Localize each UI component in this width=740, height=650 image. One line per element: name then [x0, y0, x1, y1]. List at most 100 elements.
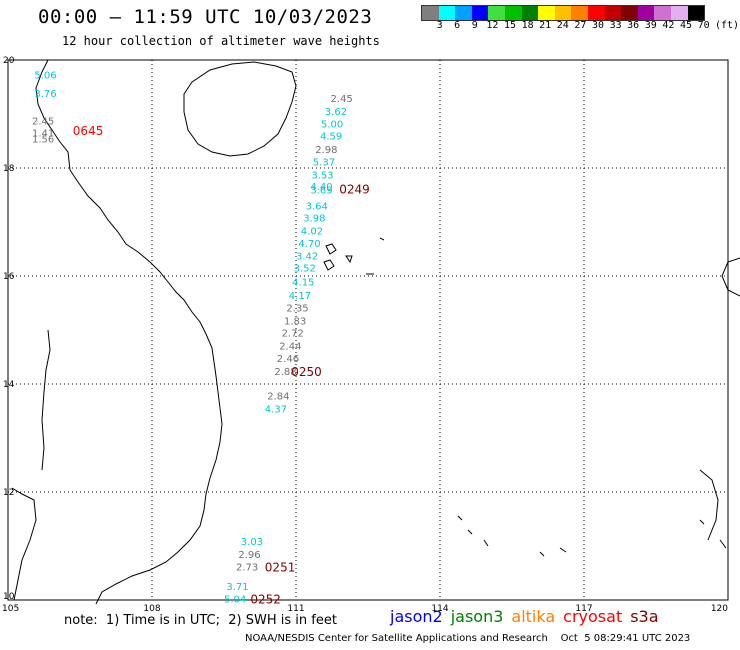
wave-height-label: 3.52 [294, 263, 316, 274]
wave-height-label: 5.00 [321, 120, 343, 131]
color-swatch [687, 6, 705, 20]
wave-height-label: 2.84 [267, 391, 289, 402]
color-swatch [554, 6, 572, 20]
color-scale-label: 12 [486, 20, 499, 31]
wave-height-label: 4.70 [298, 239, 320, 250]
color-swatch [604, 6, 622, 20]
color-scale-label: 33 [609, 20, 622, 31]
mainland-coastline [35, 59, 223, 605]
page-subtitle: 12 hour collection of altimeter wave hei… [62, 34, 380, 48]
satellite-name: altika [511, 607, 556, 626]
satellite-name: cryosat [563, 607, 623, 626]
lon-tick-label: 108 [143, 604, 160, 614]
color-scale-label: 39 [644, 20, 657, 31]
lon-tick-label: 105 [2, 604, 19, 614]
gulf-coastline [11, 487, 37, 601]
wave-height-labels: 5.063.762.451.411.562.453.625.004.592.98… [32, 71, 353, 606]
satellite-name: s3a [630, 607, 659, 626]
color-scale-label: 24 [556, 20, 569, 31]
lat-tick-label: 20 [3, 56, 15, 66]
coastline [11, 59, 740, 605]
satellite-legend: jason2 jason3 altika cryosat s3a [390, 607, 667, 626]
wave-height-label: 3.03 [241, 537, 263, 548]
color-scale-label: 42 [662, 20, 675, 31]
color-swatch [488, 6, 505, 20]
wave-height-label: 4.15 [292, 277, 314, 288]
wave-height-label: 5.37 [313, 158, 335, 169]
wave-height-label: 2.35 [286, 303, 308, 314]
color-swatch [471, 6, 489, 20]
lat-tick-label: 16 [3, 272, 15, 282]
color-swatch [587, 6, 605, 20]
wave-height-label: 3.42 [296, 251, 318, 262]
lat-tick-label: 14 [3, 380, 15, 390]
color-swatch [654, 6, 671, 20]
lon-tick-label: 111 [287, 604, 304, 614]
pass-time-label: 0645 [73, 124, 104, 138]
wave-height-label: 4.17 [289, 291, 311, 302]
spratly-islands [457, 515, 727, 557]
color-swatch [670, 6, 688, 20]
palawan-coast [699, 469, 719, 541]
lon-tick-label: 114 [431, 604, 448, 614]
color-swatch [571, 6, 588, 20]
map-frame [7, 59, 729, 601]
color-scale-label: 9 [471, 20, 478, 31]
color-swatch [521, 6, 539, 20]
wave-height-label: 2.45 [32, 116, 54, 127]
lat-tick-label: 12 [3, 488, 14, 498]
wave-height-label: 3.71 [226, 582, 248, 593]
hainan-island [183, 61, 297, 157]
lat-lon-grid [7, 59, 729, 601]
wave-height-label: 3.62 [325, 107, 347, 118]
color-scale-bar [421, 5, 706, 21]
wave-height-label: 1.56 [32, 134, 54, 145]
color-scale-label: 45 [679, 20, 693, 31]
units-note: note: 1) Time is in UTC; 2) SWH is in fe… [64, 613, 337, 628]
wave-height-label: 2.46 [277, 354, 299, 365]
color-swatch [621, 6, 638, 20]
color-swatch [455, 6, 472, 20]
wave-height-label: 3.98 [303, 214, 325, 225]
pass-time-label: 0250 [291, 365, 322, 379]
color-swatch [504, 6, 522, 20]
wave-height-label: 3.64 [306, 201, 328, 212]
paracel-islands [323, 237, 385, 275]
pass-time-labels: 0645 0249 0250 0251 0252 [73, 124, 370, 606]
color-scale-unit: (ft) [714, 20, 740, 31]
color-scale-label: 15 [503, 20, 517, 31]
satellite-name: jason3 [450, 607, 504, 626]
color-swatch [438, 6, 456, 20]
wave-height-label: 3.76 [34, 89, 56, 100]
color-swatch [637, 6, 655, 20]
wave-height-label: 2.88 [274, 367, 296, 378]
wave-height-label: 1.83 [284, 316, 306, 327]
wave-height-label: 2.45 [331, 94, 353, 105]
color-scale-label: 6 [454, 20, 461, 31]
wave-height-label: 3.69 [310, 186, 332, 197]
color-swatch [538, 6, 555, 20]
pass-time-label: 0252 [250, 592, 281, 606]
page-title: 00:00 – 11:59 UTC 10/03/2023 [38, 6, 373, 28]
color-scale-label: 3 [436, 20, 443, 31]
wave-height-label: 4.37 [265, 404, 287, 415]
lat-tick-label: 10 [3, 592, 15, 602]
lat-tick-label: 18 [3, 164, 15, 174]
wave-height-label: 5.04 [224, 594, 246, 605]
color-scale-label: 70 [697, 20, 710, 31]
wave-height-label: 2.44 [279, 342, 301, 353]
credit-line: NOAA/NESDIS Center for Satellite Applica… [245, 633, 691, 644]
color-scale-label: 18 [521, 20, 534, 31]
color-swatch [422, 6, 439, 20]
color-scale-label: 21 [539, 20, 552, 31]
wave-height-label: 2.96 [238, 550, 260, 561]
lon-tick-label: 120 [711, 604, 728, 614]
color-scale-label: 27 [574, 20, 587, 31]
wave-height-label: 2.73 [236, 563, 258, 574]
wave-height-label: 4.02 [301, 227, 323, 238]
wave-height-label: 4.40 [310, 182, 332, 193]
philippines-coast [721, 257, 740, 297]
color-scale-label: 36 [627, 20, 640, 31]
wave-height-label: 2.72 [282, 329, 304, 340]
